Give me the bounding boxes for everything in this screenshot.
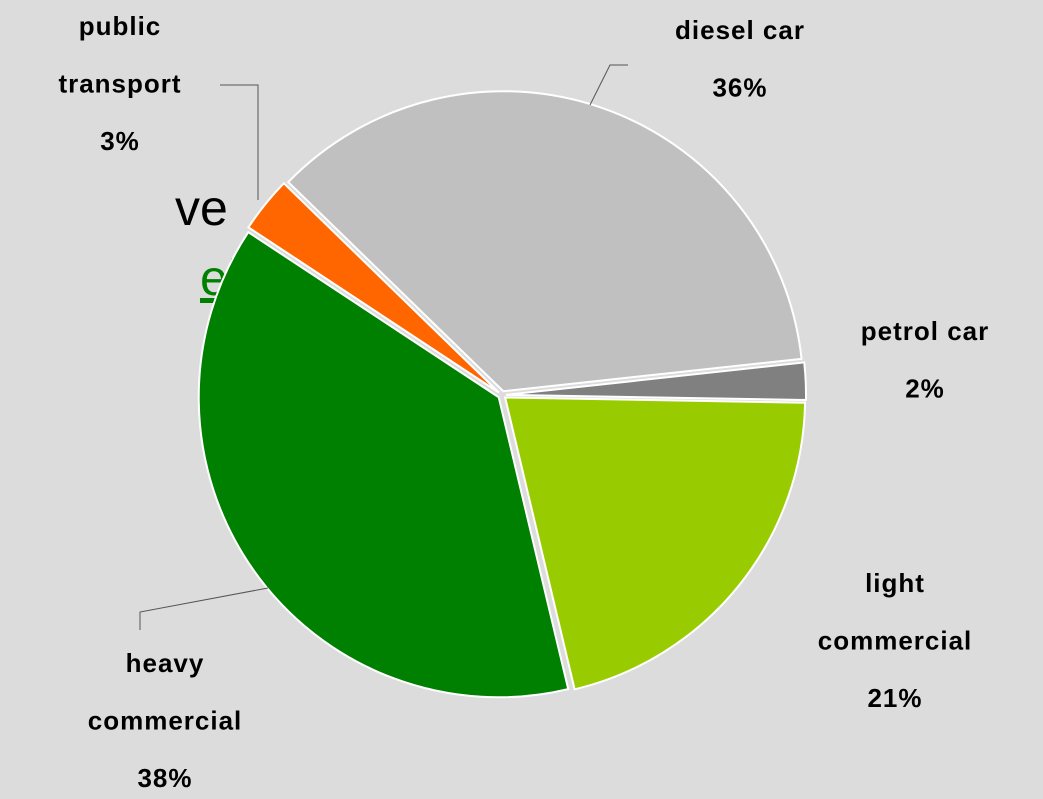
leader-line (589, 64, 628, 106)
slice-label: public transport 3% (58, 11, 181, 156)
category-label: light (865, 568, 925, 598)
slice-label: diesel car 36% (675, 15, 805, 103)
value-label: 3% (100, 126, 140, 156)
category-label: petrol car (861, 316, 990, 346)
leader-line (220, 84, 259, 200)
leader-line (139, 587, 269, 630)
pie-slice (247, 181, 500, 394)
slice-label: light commercial 21% (818, 568, 973, 713)
value-label: 2% (905, 373, 945, 403)
value-label: 38% (137, 763, 192, 793)
slice-label: heavy commercial 38% (88, 648, 243, 793)
value-label: 21% (867, 683, 922, 713)
pie-slice (503, 396, 807, 691)
category-label: heavy (126, 648, 205, 678)
pie-slice (286, 90, 803, 393)
pie-slice (197, 230, 570, 699)
value-label: 36% (712, 72, 767, 102)
pie-slice (505, 361, 807, 402)
slice-label: petrol car 2% (861, 316, 990, 404)
category-label: commercial (88, 705, 243, 735)
category-label: diesel car (675, 15, 805, 45)
category-label: transport (58, 68, 181, 98)
slide-text: ve (175, 180, 228, 236)
category-label: commercial (818, 625, 973, 655)
category-label: public (79, 11, 162, 41)
